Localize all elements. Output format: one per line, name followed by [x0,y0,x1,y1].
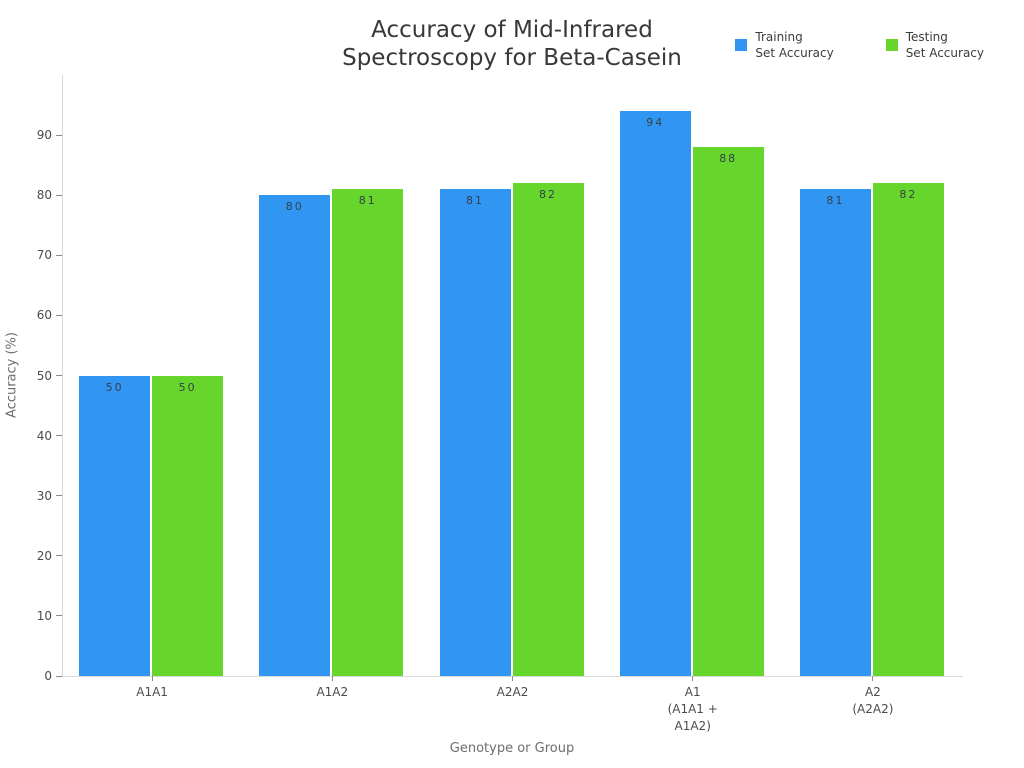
legend-item-testing[interactable]: Testing Set Accuracy [885,29,984,61]
y-tick-mark [56,375,62,376]
bar-testing-2 [512,183,584,676]
x-tick-label: A1A2 [316,685,349,699]
x-tick-label: A1A1 [136,685,168,699]
y-tick-mark [56,134,62,136]
bar-value-label: 81 [358,194,377,208]
x-tick-label: A2 (A2A2) [852,685,894,716]
legend-swatch-testing [885,39,898,51]
x-tick-mark [692,676,694,681]
y-tick-label: 80 [36,188,52,203]
bar-testing-4 [872,183,944,676]
y-tick-label: 40 [36,428,52,443]
x-tick-label: A1 (A1A1 + A1A2) [667,685,718,733]
bar-value-label: 81 [466,194,484,208]
bar-training-3 [619,111,691,676]
bar-testing-3 [692,147,764,676]
y-tick-label: 70 [36,248,52,263]
y-tick-mark [56,314,62,316]
y-tick-mark [56,194,62,196]
legend-swatch-training [735,39,748,51]
bar-value-label: 94 [646,116,665,130]
y-tick-mark [56,435,62,437]
x-axis-title: Genotype or Group [449,741,575,756]
x-tick-mark [512,676,513,681]
legend: Training Set Accuracy Testing Set Accurac… [735,29,984,61]
x-tick-mark [872,676,874,681]
bar-value-label: 88 [719,152,738,166]
y-tick-label: 30 [36,488,52,503]
bar-value-label: 50 [178,380,197,394]
y-tick-label: 50 [36,368,52,383]
y-tick-label: 20 [36,548,52,563]
bar-testing-1 [332,189,404,676]
y-tick-label: 10 [36,608,52,623]
bar-value-label: 50 [105,380,124,394]
bar-value-label: 81 [826,194,845,208]
y-tick-label: 90 [36,128,52,143]
y-axis-title: Accuracy (%) [4,332,20,418]
bar-value-label: 80 [285,200,304,214]
bar-training-1 [259,195,331,676]
y-tick-label: 0 [44,669,52,683]
bar-value-label: 82 [539,188,557,202]
x-tick-mark [331,676,333,681]
chart-title: Accuracy of Mid-Infrared Spectroscopy fo… [342,17,682,71]
y-tick-mark [56,254,62,256]
y-tick-label: 60 [36,308,52,323]
y-tick-mark [56,555,62,557]
legend-label-training: Training Set Accuracy [755,30,834,60]
bar-testing-0 [152,375,224,676]
legend-label-testing: Testing Set Accuracy [905,30,984,60]
y-tick-mark [56,675,62,677]
bar-value-label: 82 [899,188,918,202]
x-tick-label: A2A2 [496,685,529,699]
bar-training-2 [439,189,511,676]
y-axis-line [62,75,63,676]
y-tick-mark [56,495,62,497]
x-tick-mark [151,676,153,681]
bar-training-0 [79,375,151,676]
y-tick-mark [56,615,62,617]
plot-area: 0 10 20 30 40 50 60 70 80 90 A1A1 A1A2 A2A2 A1 (A1A1 … [37,75,963,733]
legend-item-training[interactable]: Training Set Accuracy [735,29,834,61]
bar-training-4 [799,189,871,676]
